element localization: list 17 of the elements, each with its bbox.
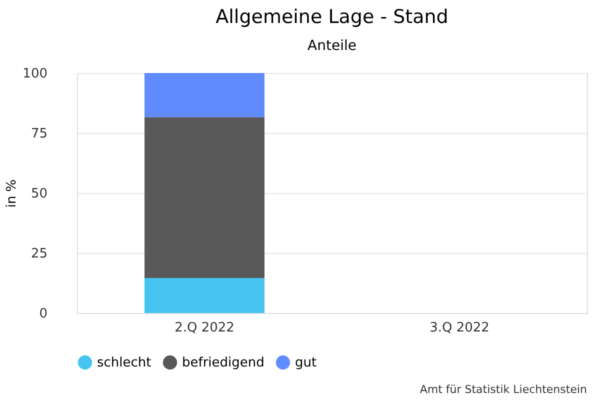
bar [144, 278, 264, 313]
x-tick-label: 3.Q 2022 [430, 320, 490, 336]
chart-subtitle: Anteile [308, 38, 356, 54]
y-tick-label: 75 [30, 126, 48, 142]
x-tick-label: 2.Q 2022 [174, 320, 234, 336]
y-tick-label: 0 [39, 306, 48, 322]
legend-label: gut [295, 355, 317, 370]
chart-title: Allgemeine Lage - Stand [216, 6, 448, 28]
bar [144, 73, 264, 118]
y-tick-label: 25 [30, 246, 48, 262]
legend-label: schlecht [97, 355, 152, 370]
text: Amt für Statistik Liechtenstein [420, 383, 588, 396]
y-axis-title: in % [4, 179, 20, 208]
bar [144, 117, 264, 278]
y-tick-label: 100 [22, 66, 48, 82]
y-tick-label: 50 [30, 186, 48, 202]
legend-label: befriedigend [182, 355, 264, 370]
